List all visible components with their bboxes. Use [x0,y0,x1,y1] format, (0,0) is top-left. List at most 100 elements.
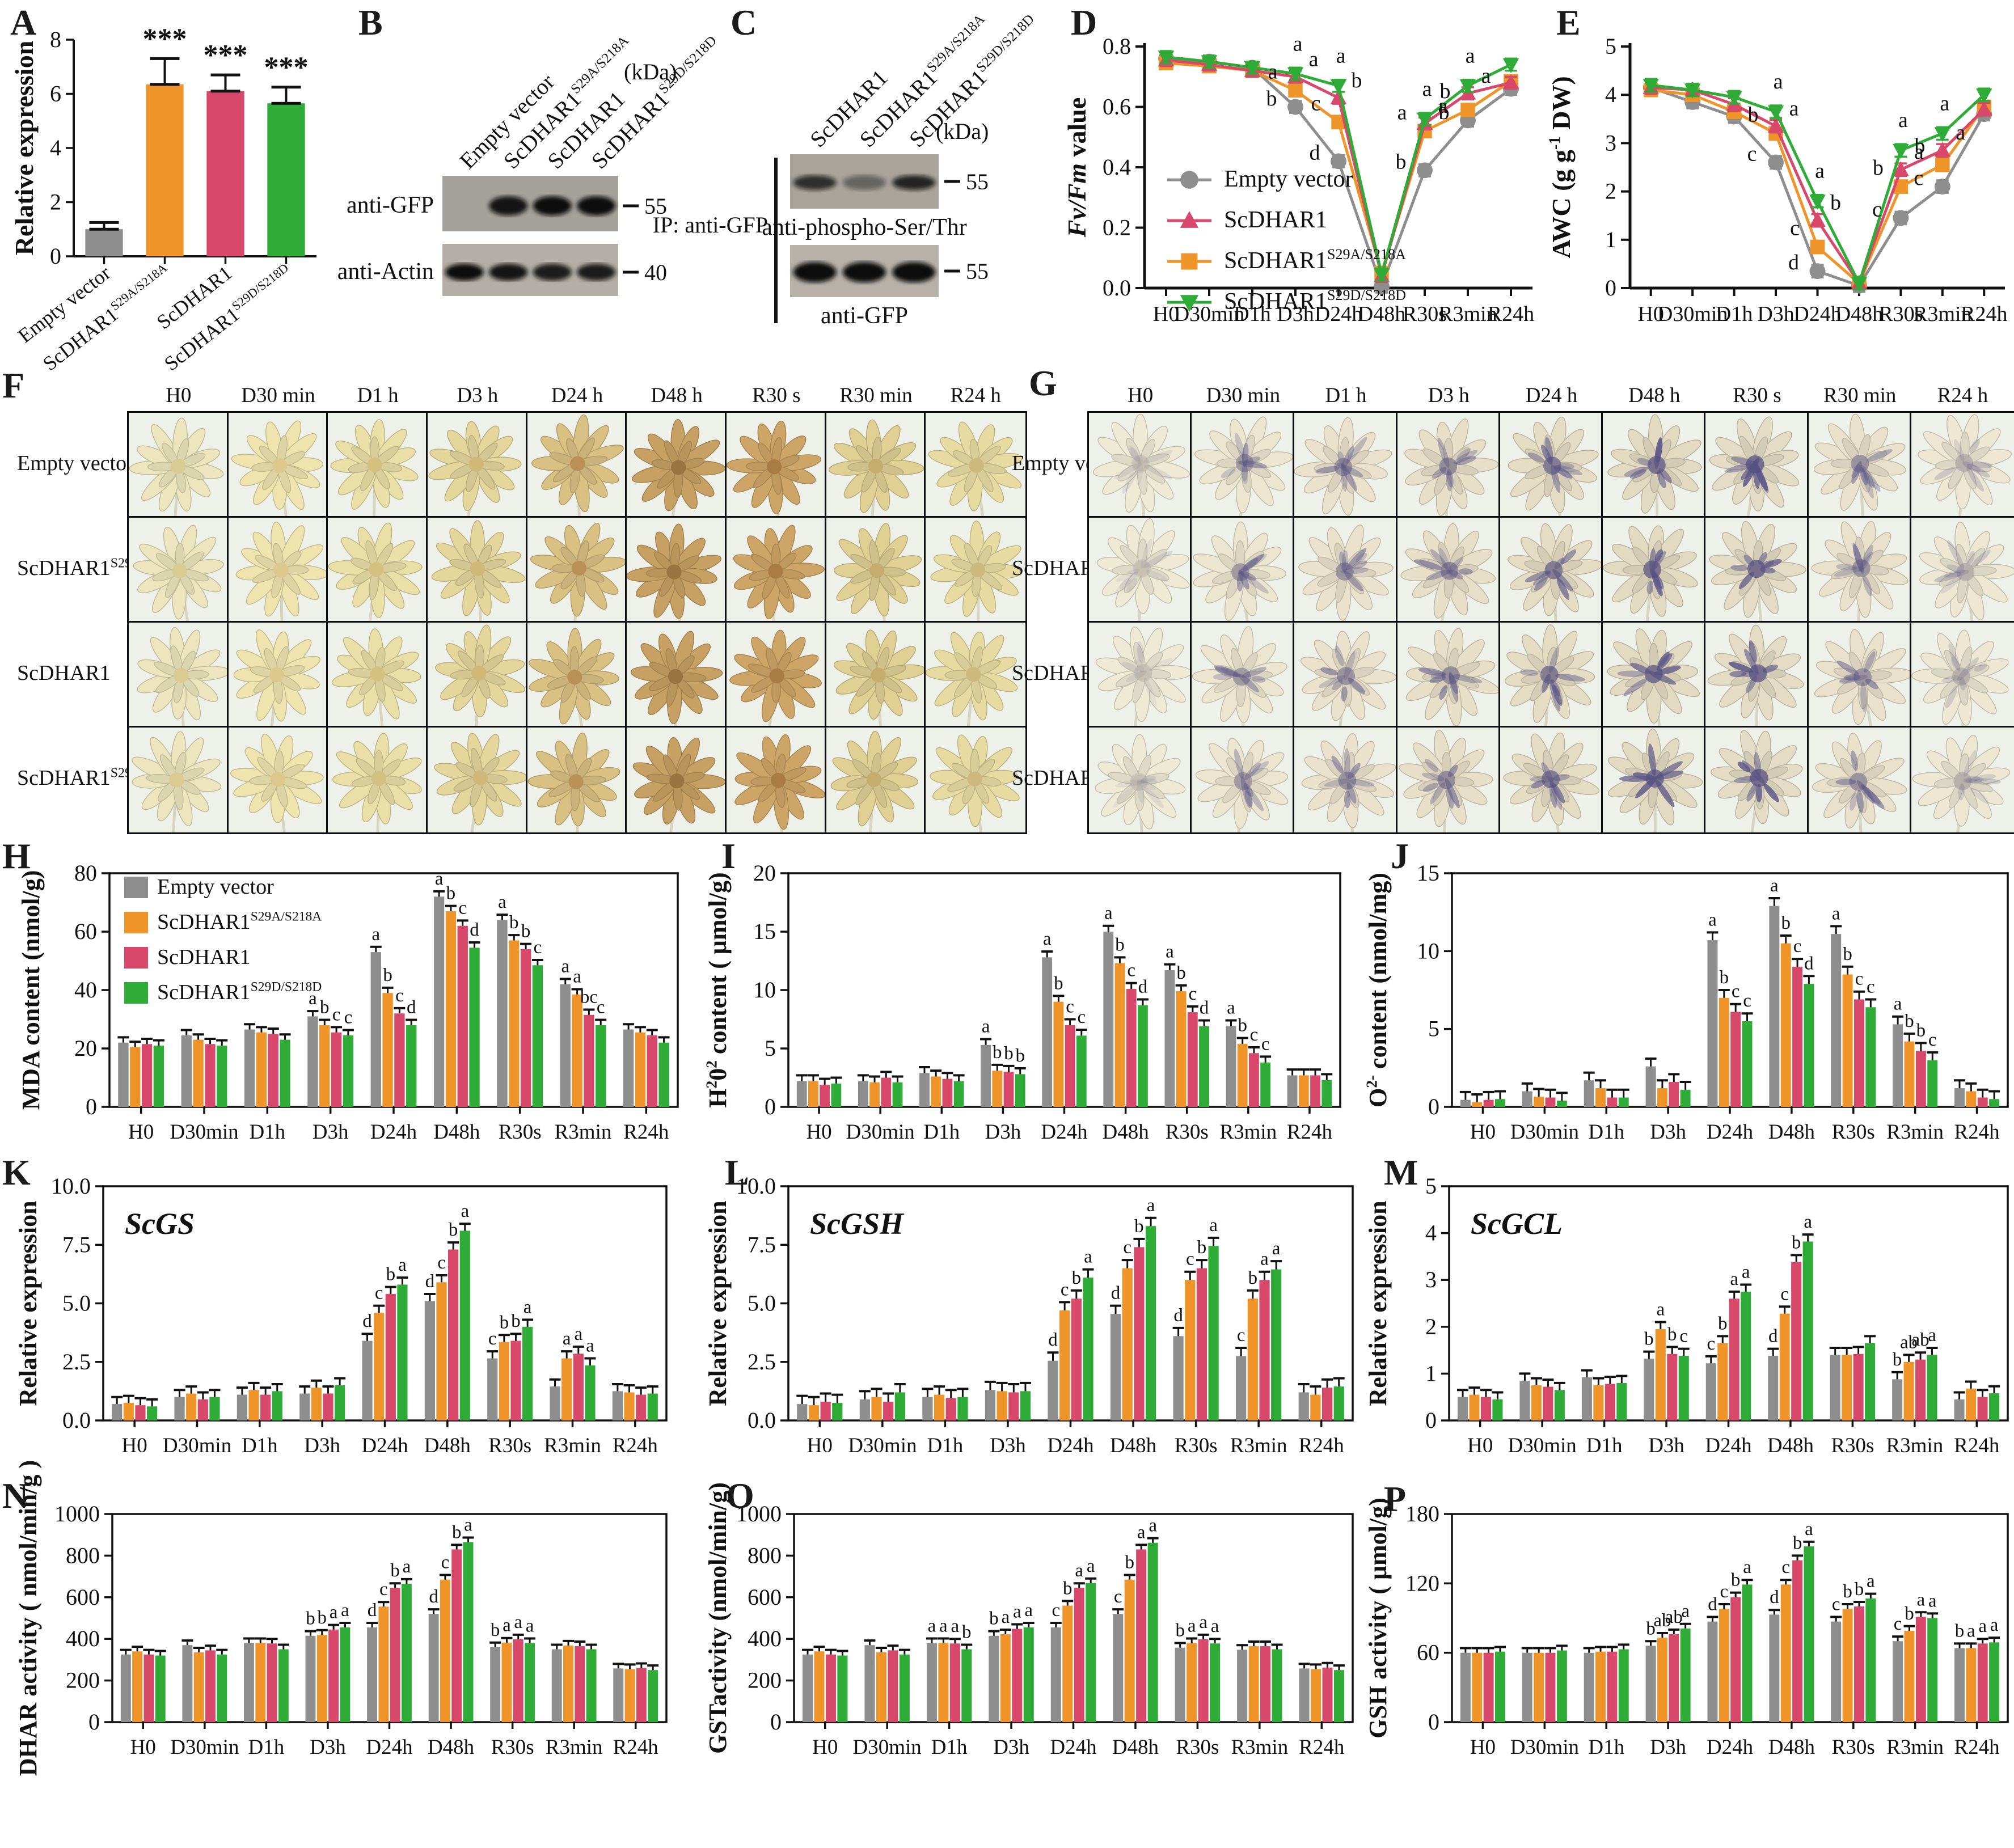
bar [1607,1097,1618,1107]
flower-image [625,516,728,624]
significance-letter: b [1667,1324,1677,1344]
bar [648,1670,658,1722]
significance-letter: a [1956,121,1965,145]
y-axis-title: MDA content (nmol/g) [17,870,45,1110]
y-tick-label: 0.4 [1103,154,1131,180]
significance-letter: c [1679,1326,1688,1347]
bar [390,1588,400,1722]
bar [118,1042,129,1107]
significance-letter: c [1832,1594,1840,1614]
bar [305,1635,316,1722]
flower-image [1704,411,1810,519]
significance-letter: a [330,1602,338,1623]
significance-letter: b [1004,1043,1014,1064]
bar [378,1606,389,1722]
significance-letter: a [526,1616,534,1636]
significance-letter: b [521,921,531,942]
bar [1311,1669,1321,1722]
bar [1145,1226,1156,1420]
significance-letter: c [1732,982,1740,1002]
y-tick-label: 5 [1428,1016,1439,1042]
bar [1164,970,1175,1107]
series-marker [1416,112,1433,128]
bar [1187,1643,1197,1722]
y-tick-label: 2.5 [748,1349,776,1375]
significance-letter: a [1336,44,1346,68]
flower-image [1190,516,1297,624]
significance-letter: b [1248,1268,1258,1288]
bar [1831,1621,1842,1722]
y-tick-label: 20 [74,1035,97,1061]
flower-image [725,411,828,519]
y-tick-label: 2 [1425,1314,1437,1339]
x-tick-label: D1h [248,1736,285,1759]
flower-image [1601,621,1708,729]
bar [501,1642,512,1722]
flower-image [824,726,928,834]
x-tick-label: D1h [249,1120,285,1144]
significance-letter: b [1176,963,1186,983]
significance-letter: a [498,892,506,912]
significance-letter: a [1147,1195,1155,1216]
bar [1124,1579,1135,1722]
x-tick-label: D3h [1277,302,1314,326]
bar [1742,1584,1753,1722]
significance-letter: a [1293,32,1303,56]
x-tick-label: D48h [1110,1434,1157,1457]
significance-letter: a [1137,1522,1146,1542]
bar [1584,1652,1594,1722]
x-tick-label: R30s [1832,1736,1875,1759]
bar [1247,1299,1258,1420]
x-tick-label: R3min [1219,1120,1277,1144]
legend-label: ScDHAR1 [1224,207,1327,233]
significance-letter: b [1352,69,1362,92]
significance-letter: a [1043,929,1052,949]
y-tick-label: 0.6 [1103,94,1131,120]
protein-band [892,175,936,190]
kda-marker: 55 [966,259,989,284]
bar [981,1044,991,1107]
bar [256,1032,267,1107]
bar [1865,1007,1876,1107]
significance-letter: c [1707,1334,1715,1354]
flower-image [924,411,1027,519]
bar [647,1393,658,1420]
significance-letter: d [1770,1587,1779,1608]
bar [1299,1668,1310,1722]
series-marker [1934,179,1950,195]
bar [1977,1397,1988,1420]
protein-band [793,175,837,190]
x-tick-label: R24h [1954,1434,2000,1457]
bar [217,1654,227,1722]
panel-letter-e: E [1556,2,1581,43]
significance-letter: c [1867,976,1875,997]
bar [636,1394,647,1420]
bar [1531,1385,1542,1420]
bar [635,1032,646,1107]
bar [1669,1082,1679,1107]
significance-letter: a [1940,91,1949,115]
flower-image [625,621,728,729]
bar [522,1326,533,1420]
legend: Empty vector ScDHAR1 ScDHAR1S29A/S218A​ ScD… [1167,166,1406,315]
series-marker [1158,50,1175,66]
row-label: Empty vector [17,451,134,475]
y-tick-label: 0.0 [62,1407,91,1433]
image-grid-unstained: H0 D30 min D1 h D3 h D24 h D48 h R30 s R30 min R… [0,369,1027,834]
series-marker [1287,67,1304,82]
y-axis-title: H2​02​ content ( μmol/g) [703,872,732,1107]
series-line [1650,86,1986,287]
column-header: H0 [166,384,192,407]
bar [796,1081,807,1107]
bar [1595,1088,1606,1107]
significance-letter: c [1914,166,1923,190]
panel-letter-f: F [2,365,25,405]
series-marker [1180,295,1199,312]
panel-letter-o: O [726,1475,754,1516]
significance-letter: b [1440,79,1451,103]
bar [1460,1652,1471,1722]
series-marker [1643,78,1659,94]
column-header: R24 h [950,384,1001,407]
